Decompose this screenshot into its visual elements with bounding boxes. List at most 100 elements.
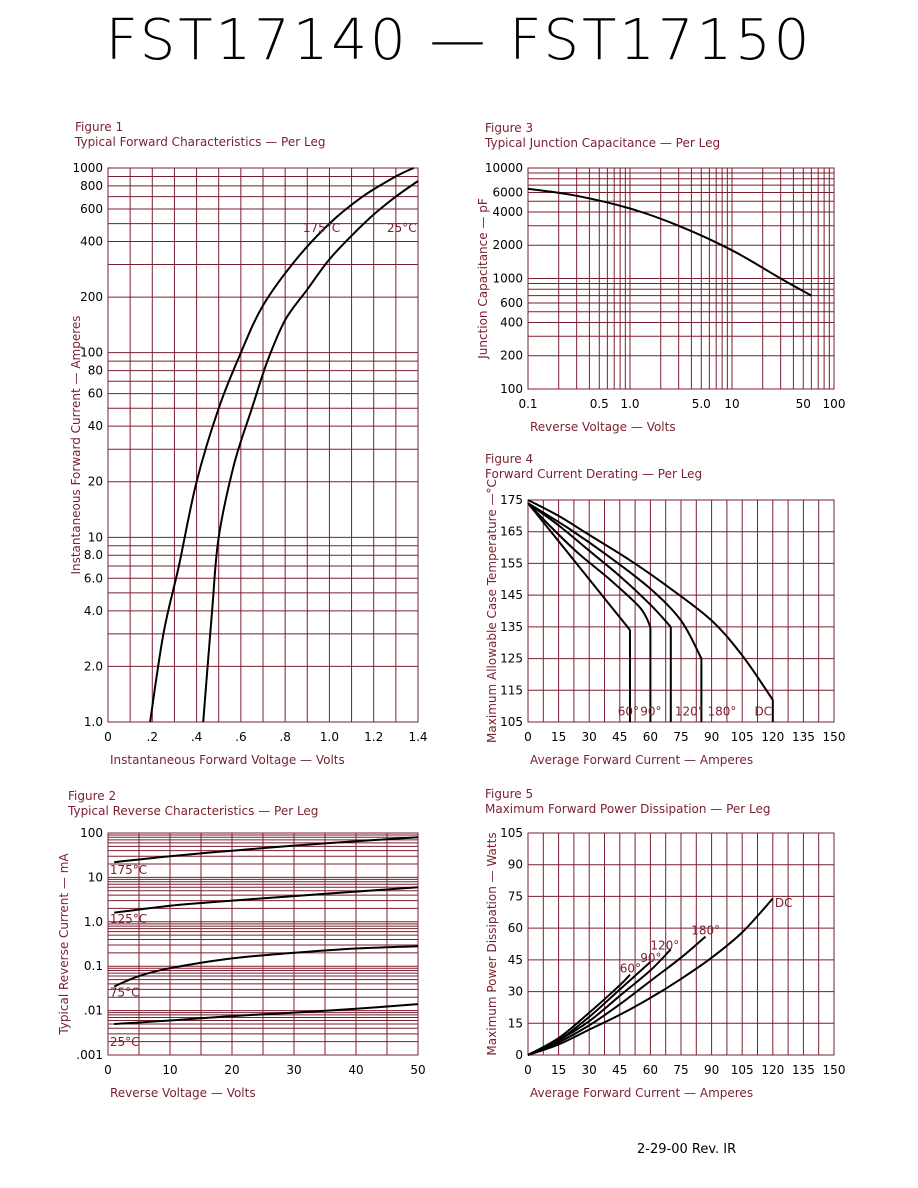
fig2-figure-label: Figure 2 xyxy=(68,789,116,803)
fig2-x-tick-label: 10 xyxy=(162,1063,177,1077)
fig4-x-tick-label: 30 xyxy=(582,730,597,744)
fig3-x-tick-label: 5.0 xyxy=(692,397,711,411)
fig1-y-tick-label: 1.0 xyxy=(84,715,103,729)
fig5-x-axis-label: Average Forward Current — Amperes xyxy=(530,1086,753,1100)
fig1-x-tick-label: .8 xyxy=(279,730,290,744)
fig4-x-tick-label: 75 xyxy=(673,730,688,744)
fig4-y-tick-label: 165 xyxy=(500,525,523,539)
fig1-y-tick-label: 600 xyxy=(80,202,103,216)
fig1-y-axis-label: Instantaneous Forward Current — Amperes xyxy=(69,315,83,574)
fig3-title: Typical Junction Capacitance — Per Leg xyxy=(484,136,720,150)
fig4-series-180-line xyxy=(527,502,703,660)
fig3-x-axis-label: Reverse Voltage — Volts xyxy=(530,420,676,434)
fig5-plot-frame xyxy=(527,832,835,1056)
fig4-series-120-line xyxy=(527,502,672,628)
fig3-y-tick-label: 600 xyxy=(500,296,523,310)
fig1-y-tick-label: 800 xyxy=(80,179,103,193)
fig3-y-tick-label: 200 xyxy=(500,349,523,363)
fig1-y-tick-label: 40 xyxy=(88,419,103,433)
fig5-y-tick-label: 30 xyxy=(508,985,523,999)
fig2-series-annotation: 175°C xyxy=(110,863,147,877)
fig1-series-annotation: 175°C xyxy=(303,221,340,235)
fig5-x-tick-label: 0 xyxy=(524,1063,532,1077)
fig1-x-axis-label: Instantaneous Forward Voltage — Volts xyxy=(110,753,345,767)
fig2-series-annotation: 75°C xyxy=(110,985,140,999)
fig4-y-tick-label: 155 xyxy=(500,556,523,570)
fig5-series-DC-line xyxy=(527,897,774,1056)
fig4-y-tick-label: 105 xyxy=(500,715,523,729)
fig1-y-tick-label: 200 xyxy=(80,290,103,304)
fig4-title: Forward Current Derating — Per Leg xyxy=(485,467,702,481)
fig3-y-tick-label: 10000 xyxy=(485,161,523,175)
fig2-y-axis-label: Typical Reverse Current — mA xyxy=(57,853,71,1036)
fig3-y-tick-label: 100 xyxy=(500,382,523,396)
fig2-plot-frame xyxy=(107,832,419,1056)
fig5-series-180-line xyxy=(527,935,707,1056)
fig5-y-tick-label: 60 xyxy=(508,921,523,935)
fig2-y-tick-label: 0.1 xyxy=(84,959,103,973)
fig2-y-tick-label: 1.0 xyxy=(84,915,103,929)
fig5-series-annotation: 60° xyxy=(620,962,641,976)
fig4-y-tick-label: 115 xyxy=(500,683,523,697)
fig3-x-tick-label: 0.5 xyxy=(590,397,609,411)
fig2-x-axis-label: Reverse Voltage — Volts xyxy=(110,1086,256,1100)
revision-footer: 2-29-00 Rev. IR xyxy=(637,1142,737,1157)
fig3-series-0-line xyxy=(527,187,812,297)
fig5-y-tick-label: 75 xyxy=(508,889,523,903)
fig5-series-annotation: 180° xyxy=(691,923,720,937)
fig2-y-tick-label: 100 xyxy=(80,826,103,840)
fig5-figure-label: Figure 5 xyxy=(485,787,533,801)
fig5-x-tick-label: 120 xyxy=(761,1063,784,1077)
fig2-y-tick-label: 10 xyxy=(88,870,103,884)
fig5-x-tick-label: 135 xyxy=(792,1063,815,1077)
fig3-y-tick-label: 2000 xyxy=(492,238,523,252)
fig4-x-tick-label: 90 xyxy=(704,730,719,744)
fig4-x-tick-label: 45 xyxy=(612,730,627,744)
fig4-x-tick-label: 0 xyxy=(524,730,532,744)
fig1-x-tick-label: 0 xyxy=(104,730,112,744)
fig4-series-90-line xyxy=(527,502,652,628)
fig2-x-tick-label: 20 xyxy=(224,1063,239,1077)
fig2-series-175C-line xyxy=(114,836,419,864)
fig3-y-tick-label: 4000 xyxy=(492,205,523,219)
fig1-x-tick-label: 1.4 xyxy=(408,730,427,744)
fig3-y-tick-label: 1000 xyxy=(492,272,523,286)
fig4-y-tick-label: 145 xyxy=(500,588,523,602)
fig1-y-tick-label: 400 xyxy=(80,234,103,248)
fig1-y-tick-label: 10 xyxy=(88,530,103,544)
fig1-y-tick-label: 80 xyxy=(88,364,103,378)
fig4-x-tick-label: 15 xyxy=(551,730,566,744)
fig3-x-tick-label: 1.0 xyxy=(620,397,639,411)
fig4-y-tick-label: 135 xyxy=(500,620,523,634)
fig4-x-tick-label: 150 xyxy=(823,730,846,744)
fig4-series-60-line xyxy=(527,502,631,631)
fig2-x-tick-label: 40 xyxy=(348,1063,363,1077)
fig5-y-axis-label: Maximum Power Dissipation — Watts xyxy=(485,832,499,1055)
fig3-y-tick-label: 6000 xyxy=(492,186,523,200)
fig1-series-175C-line xyxy=(149,167,415,723)
fig2-series-annotation: 25°C xyxy=(110,1035,140,1049)
fig5-x-tick-label: 90 xyxy=(704,1063,719,1077)
fig2-y-tick-label: .01 xyxy=(84,1004,103,1018)
fig1-title: Typical Forward Characteristics — Per Le… xyxy=(74,135,325,149)
fig1-x-tick-label: 1.0 xyxy=(320,730,339,744)
fig3-x-tick-label: 50 xyxy=(796,397,811,411)
fig4-figure-label: Figure 4 xyxy=(485,452,533,466)
fig4-y-axis-label: Maximum Allowable Case Temperature —°C xyxy=(485,479,499,743)
fig5-x-tick-label: 150 xyxy=(823,1063,846,1077)
fig1-x-tick-label: .6 xyxy=(235,730,246,744)
fig4-series-annotation: DC xyxy=(754,705,772,719)
fig5-series-annotation: 90° xyxy=(640,951,661,965)
fig5-x-tick-label: 60 xyxy=(643,1063,658,1077)
fig2-series-75C-line xyxy=(113,945,419,988)
fig4-y-tick-label: 175 xyxy=(500,493,523,507)
fig4-series-annotation: 60° xyxy=(618,705,639,719)
fig2-y-tick-label: .001 xyxy=(76,1048,103,1062)
fig5-y-tick-label: 45 xyxy=(508,953,523,967)
fig1-plot-frame xyxy=(107,167,419,723)
fig5-x-tick-label: 30 xyxy=(582,1063,597,1077)
fig4-x-axis-label: Average Forward Current — Amperes xyxy=(530,753,753,767)
